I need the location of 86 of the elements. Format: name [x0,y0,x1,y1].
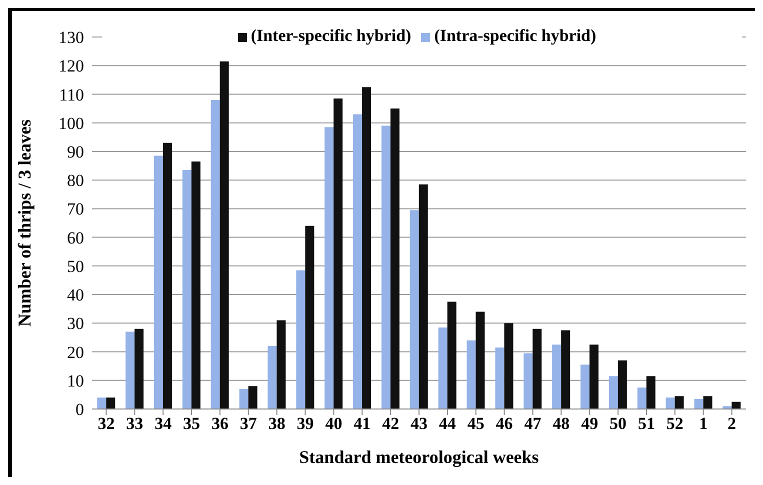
y-tick-label: 130 [58,28,84,48]
bar [666,398,675,409]
x-tick-label: 42 [382,414,400,434]
y-tick-label: 20 [67,342,84,362]
bar [97,398,106,409]
bar [418,184,428,409]
bar [268,346,277,409]
y-tick-label: 30 [67,314,84,334]
x-tick-label: 49 [581,414,598,434]
bar [305,226,314,409]
y-tick-label: 90 [67,142,84,162]
legend-label: (Intra-specific hybrid) [434,26,596,45]
bar [191,161,200,409]
x-tick-label: 39 [296,414,314,434]
y-tick-label: 50 [67,256,84,276]
bar [220,61,229,409]
y-tick-label: 80 [67,171,84,190]
bar [390,108,400,409]
bar [182,170,192,409]
bar [276,320,286,409]
x-tick-label: 52 [666,414,684,434]
x-tick-label: 44 [438,414,456,434]
y-tick-label: 70 [67,200,84,219]
bar [590,344,599,409]
bar [334,98,343,409]
x-tick-label: 1 [699,414,708,434]
bar [608,376,618,409]
x-tick-label: 35 [183,414,200,434]
bar [694,398,704,409]
bar [248,386,258,409]
x-tick-label: 34 [154,414,172,434]
bar [362,87,372,409]
bar [134,328,144,409]
bar [561,330,570,409]
bar [239,388,248,409]
y-tick-label: 0 [76,400,84,420]
bar [210,100,220,409]
bar [154,156,163,409]
bar [410,210,419,409]
bar [618,360,627,409]
bar [466,340,476,409]
bar [524,353,533,409]
y-axis-title: Number of thrips / 3 leaves [14,119,34,327]
bar [381,126,390,409]
bar [162,142,172,409]
bar [324,127,334,409]
y-tick-label: 10 [67,371,84,390]
legend-label: (Inter-specific hybrid) [250,26,412,45]
x-tick-label: 36 [211,414,228,434]
y-tick-label: 40 [67,286,84,305]
bar [476,312,485,409]
x-tick-label: 41 [354,414,371,434]
bar [637,388,646,409]
bar [296,270,306,409]
bar [646,376,656,409]
x-tick-label: 46 [496,414,513,434]
x-tick-label: 47 [524,414,542,434]
x-tick-label: 40 [325,414,342,434]
bar [703,396,712,409]
bar [126,332,135,409]
x-tick-label: 45 [467,414,484,434]
x-tick-label: 38 [268,414,286,434]
x-tick-label: 50 [610,414,627,434]
x-tick-label: 43 [410,414,428,434]
bar [532,328,542,409]
bar [106,398,116,409]
y-tick-label: 60 [67,228,84,248]
x-tick-label: 51 [638,414,655,434]
bar [353,114,362,409]
y-tick-label: 100 [58,114,84,133]
bar [674,396,684,409]
x-tick-label: 32 [98,414,115,434]
y-tick-label: 120 [58,56,84,76]
bar [580,364,590,409]
bar [495,347,504,409]
x-tick-label: 37 [240,414,258,434]
x-tick-label: 2 [728,414,736,434]
bar [438,327,448,409]
y-tick-label: 110 [59,85,84,104]
bar [552,344,562,409]
bar [504,323,514,409]
bar [447,302,456,409]
bar [732,402,741,409]
x-tick-label: 33 [126,414,144,434]
x-axis-title: Standard meteorological weeks [299,447,539,467]
x-tick-label: 48 [552,414,570,434]
